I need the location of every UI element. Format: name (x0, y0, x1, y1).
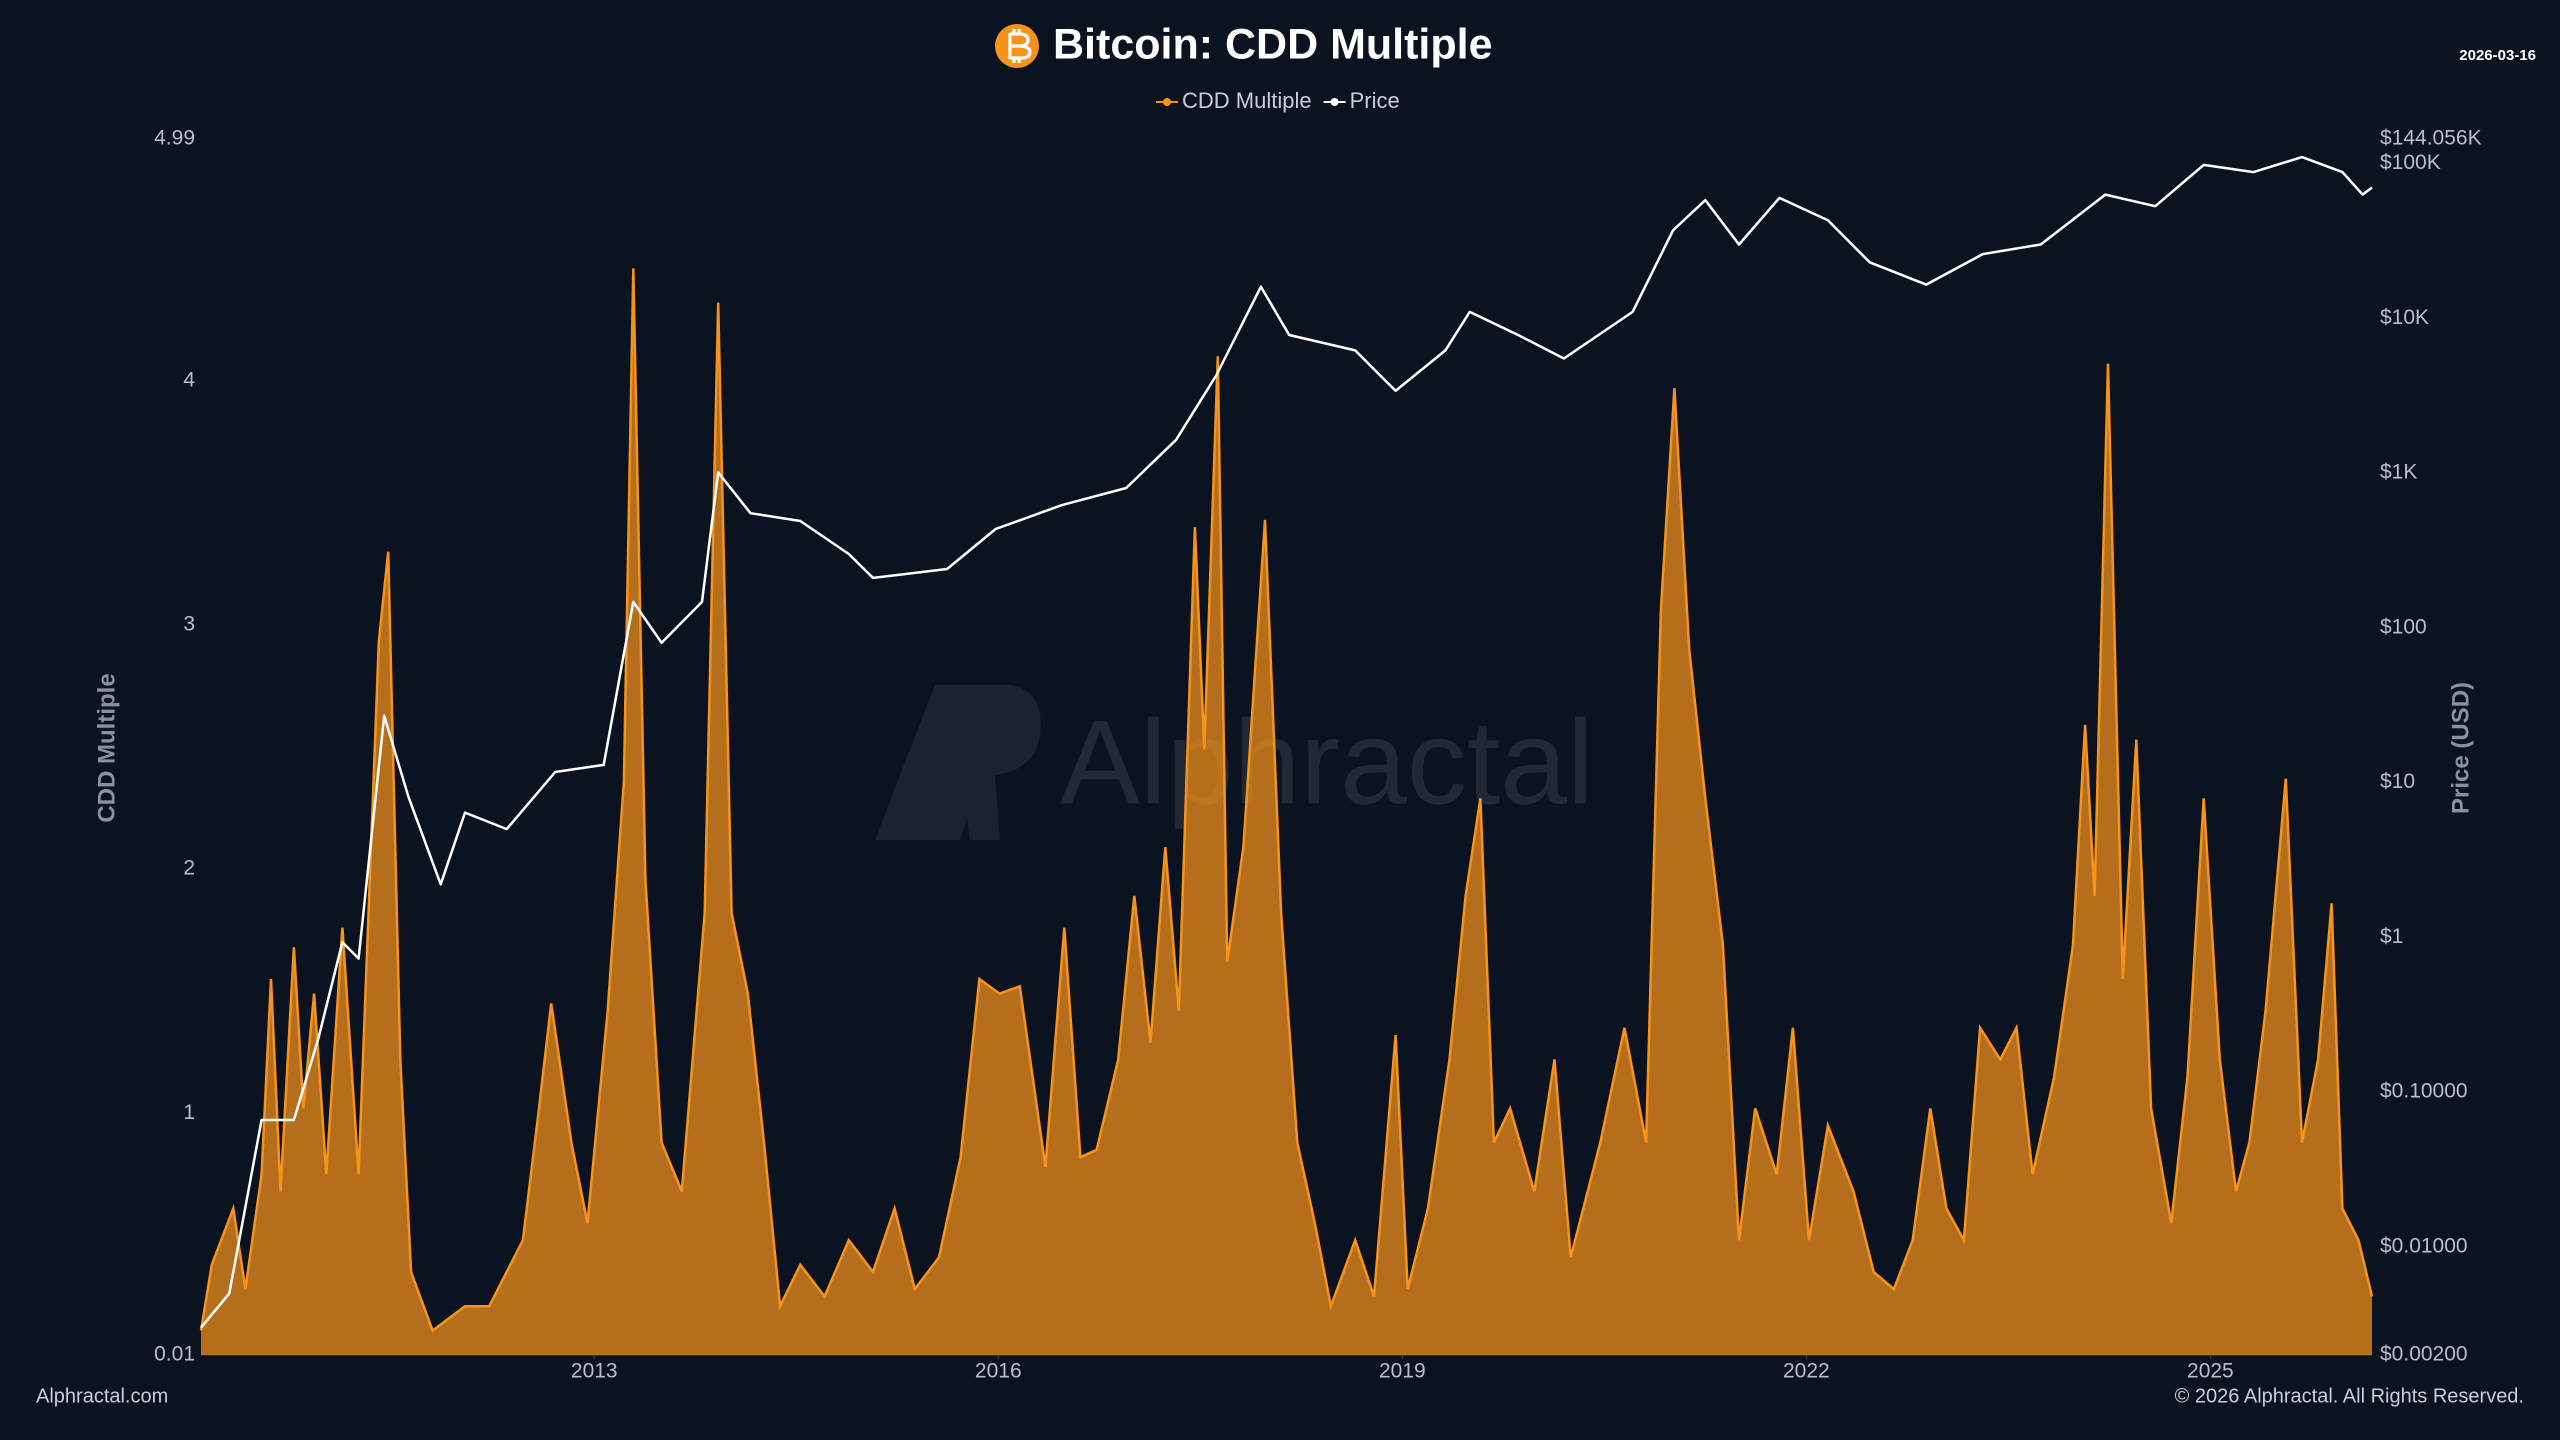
y2-tick-label: $1K (2380, 461, 2417, 484)
legend-dot (1163, 98, 1171, 106)
y2-tick-label: $1 (2380, 925, 2403, 948)
copyright: © 2026 Alphractal. All Rights Reserved. (2175, 1385, 2524, 1407)
y2-tick-label: $144.056K (2380, 127, 2482, 150)
y2-tick-label: $0.00200 (2380, 1343, 2468, 1366)
title-icon (995, 24, 1039, 68)
chart-title: Bitcoin: CDD Multiple (1053, 20, 1493, 68)
y2-tick-label: $0.01000 (2380, 1234, 2468, 1257)
legend-label: CDD Multiple (1182, 88, 1312, 113)
x-tick-label: 2025 (2187, 1360, 2234, 1383)
source: Alphractal.com (36, 1385, 168, 1407)
legend-item: CDD Multiple (1156, 88, 1312, 113)
legend: CDD Multiple Price (1156, 88, 1400, 113)
y-axis-title: CDD Multiple (93, 673, 120, 822)
watermark-logo (875, 685, 1041, 840)
area-line (199, 268, 2374, 1333)
watermark: Alphractal (1060, 696, 1594, 830)
y-tick-label: 2 (183, 857, 195, 880)
y-tick-label: 0.01 (154, 1343, 195, 1366)
x-tick-label: 2019 (1379, 1360, 1426, 1383)
y2-tick-label: $10K (2380, 306, 2429, 329)
y-tick-label: 4.99 (154, 127, 195, 150)
area-fill (201, 268, 2372, 1355)
legend-dot (1330, 98, 1339, 106)
x-tick-label: 2022 (1783, 1360, 1830, 1383)
y2-tick-label: $100 (2380, 615, 2427, 638)
x-tick-label: 2013 (571, 1360, 618, 1383)
y-tick-label: 4 (183, 368, 195, 391)
legend-label: Price (1350, 88, 1400, 113)
legend-item: Price (1323, 88, 1400, 113)
date: 2026-03-16 (2459, 47, 2536, 64)
price-line (200, 155, 2373, 1329)
y2-axis-title: Price (USD) (2447, 682, 2474, 814)
y2-tick-label: $10 (2380, 770, 2415, 793)
y2-tick-label: $0.10000 (2380, 1080, 2468, 1103)
y-tick-label: 3 (183, 612, 195, 635)
x-tick-label: 2016 (975, 1360, 1022, 1383)
y2-tick-label: $100K (2380, 151, 2441, 174)
y-tick-label: 1 (183, 1101, 195, 1124)
